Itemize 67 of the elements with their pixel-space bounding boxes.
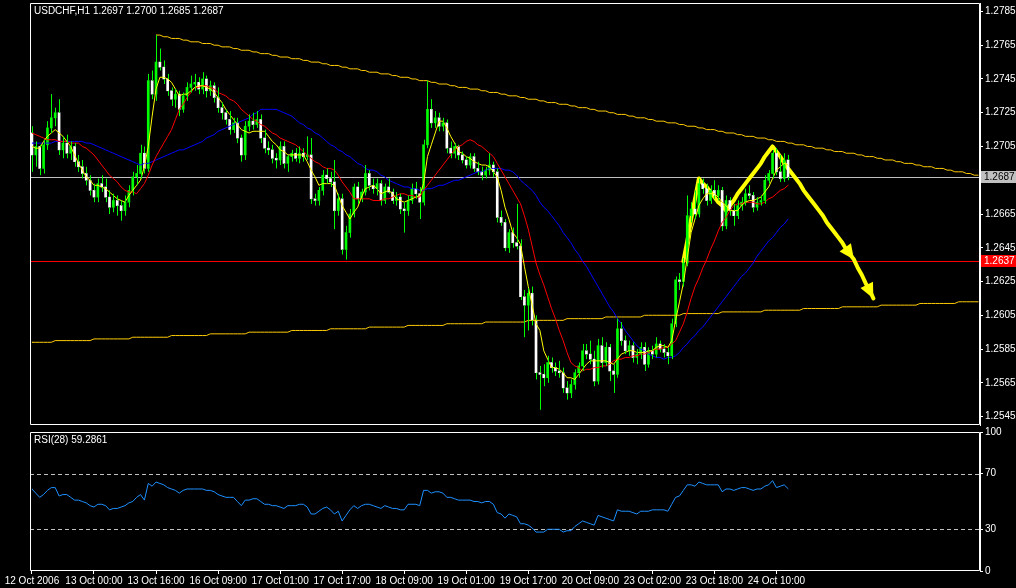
- candlestick: [744, 188, 747, 207]
- candlestick: [484, 166, 487, 180]
- x-tick-label: 12 Oct 2006: [4, 574, 60, 586]
- x-tick-label: 17 Oct 17:00: [313, 574, 372, 586]
- candlestick: [716, 184, 720, 201]
- x-tick-label: 19 Oct 17:00: [499, 574, 558, 586]
- candlestick: [705, 183, 708, 207]
- x-tick-label: 16 Oct 09:00: [189, 574, 248, 586]
- candlestick: [771, 149, 774, 180]
- candlestick: [557, 360, 561, 379]
- candlestick: [34, 140, 38, 168]
- y-tick-label: 1.2585: [985, 342, 1016, 354]
- candlestick: [333, 159, 336, 230]
- x-tick-label: 19 Oct 01:00: [437, 574, 496, 586]
- candlestick: [763, 174, 767, 205]
- y-tick-label: 1.2705: [985, 140, 1016, 152]
- candlestick: [50, 93, 53, 134]
- y-tick-label: 70: [985, 467, 997, 479]
- x-tick-label: 18 Oct 09:00: [375, 574, 434, 586]
- x-tick-label: 23 Oct 02:00: [623, 574, 682, 586]
- y-tick-label: 1.2605: [985, 309, 1016, 321]
- chart-title: USDCHF,H1 1.2697 1.2700 1.2685 1.2687: [34, 4, 225, 16]
- y-tick-label: 100: [985, 425, 1003, 437]
- candlestick: [588, 340, 592, 365]
- candlestick: [775, 147, 778, 176]
- candlestick: [414, 181, 418, 200]
- candlestick: [546, 355, 549, 384]
- ref-line-label: 1.2687: [984, 171, 1016, 183]
- candlestick: [243, 120, 247, 161]
- y-tick-label: 1.2545: [985, 410, 1016, 422]
- x-tick-label: 13 Oct 16:00: [127, 574, 186, 586]
- y-tick-label: 1.2765: [985, 38, 1016, 50]
- y-tick-label: 1.2625: [985, 275, 1016, 287]
- y-tick-label: 1.2785: [985, 5, 1016, 17]
- candlestick: [608, 343, 612, 382]
- y-tick-label: 0: [985, 564, 991, 576]
- ref-line-label: 1.2637: [984, 255, 1016, 267]
- y-tick-label: 1.2565: [985, 376, 1016, 388]
- candlestick: [115, 194, 119, 217]
- candlestick: [193, 73, 197, 92]
- y-tick-label: 30: [985, 523, 997, 535]
- y-tick-label: 1.2725: [985, 106, 1016, 118]
- candlestick: [336, 193, 340, 217]
- candlestick: [433, 110, 437, 129]
- chart-title: RSI(28) 59.2861: [34, 433, 108, 445]
- candlestick: [112, 193, 115, 213]
- candlestick: [480, 166, 484, 181]
- x-tick-label: 24 Oct 10:00: [747, 574, 806, 586]
- x-tick-label: 13 Oct 00:00: [65, 574, 124, 586]
- x-tick-label: 17 Oct 01:00: [251, 574, 310, 586]
- candlestick: [38, 144, 42, 176]
- y-tick-label: 1.2645: [985, 241, 1016, 253]
- candlestick: [174, 88, 177, 109]
- y-tick-label: 1.2745: [985, 72, 1016, 84]
- candlestick: [526, 287, 530, 331]
- x-tick-label: 20 Oct 09:00: [561, 574, 620, 586]
- candlestick: [367, 169, 371, 191]
- y-tick-label: 1.2665: [985, 207, 1016, 219]
- candlestick: [228, 110, 232, 136]
- candlestick: [511, 227, 515, 249]
- candlestick: [402, 201, 406, 234]
- candlestick: [271, 144, 274, 164]
- candlestick: [709, 184, 712, 205]
- candlestick: [53, 107, 57, 127]
- candlestick: [778, 154, 782, 183]
- x-tick-label: 23 Oct 18:00: [685, 574, 744, 586]
- candlestick: [495, 167, 499, 223]
